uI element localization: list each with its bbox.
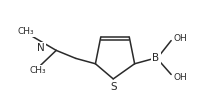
- Text: CH₃: CH₃: [17, 27, 34, 36]
- Text: CH₃: CH₃: [29, 66, 46, 75]
- Text: B: B: [152, 53, 160, 63]
- Text: OH: OH: [174, 73, 187, 82]
- Text: S: S: [110, 82, 117, 92]
- Text: OH: OH: [174, 34, 187, 43]
- Text: N: N: [37, 43, 45, 53]
